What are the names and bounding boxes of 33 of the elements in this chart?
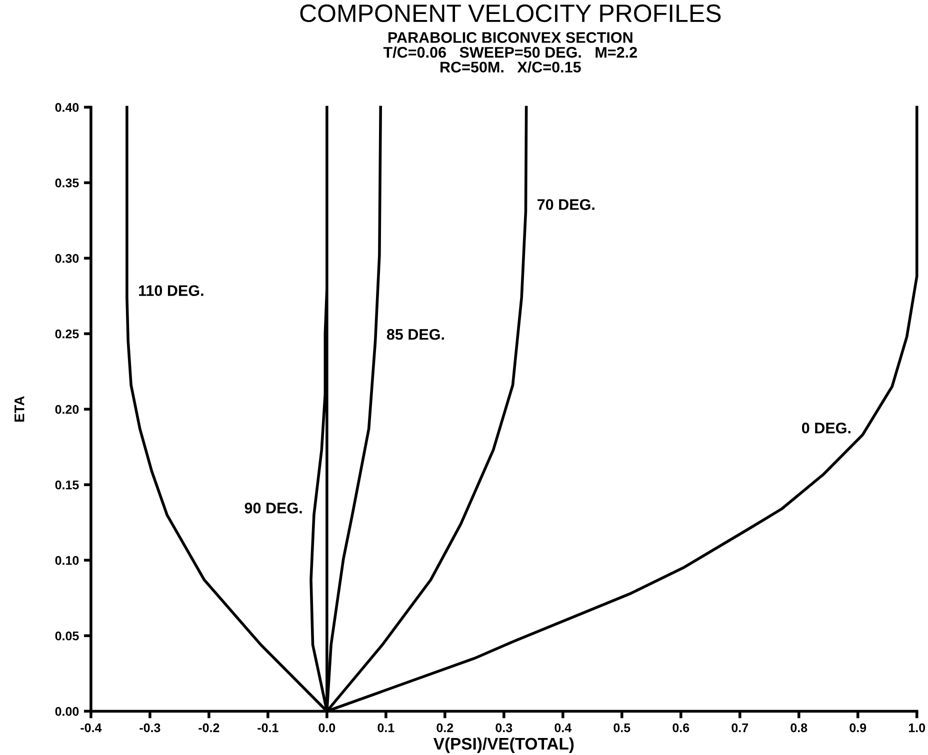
x-tick-label: -0.1 <box>258 723 278 732</box>
y-tick-label: 0.00 <box>55 707 79 716</box>
y-tick-label: 0.35 <box>55 178 79 188</box>
y-tick-label: 0.10 <box>55 556 79 565</box>
y-axis-title: ETA <box>14 396 24 422</box>
annotation: 90 DEG. <box>244 502 302 514</box>
annotation: 110 DEG. <box>139 285 204 296</box>
x-axis-title: V(PSI)/VE(TOTAL) <box>433 737 574 753</box>
x-tick-label: 0.4 <box>554 723 572 732</box>
x-tick-label: 0.3 <box>496 723 512 732</box>
x-tick-label: -0.2 <box>198 723 220 732</box>
annotation: 70 DEG. <box>538 199 594 210</box>
y-tick-label: 0.20 <box>55 405 79 414</box>
x-tick-label: 0.7 <box>732 723 748 732</box>
annotation: 85 DEG. <box>386 328 444 340</box>
x-tick-label: -0.4 <box>80 723 102 732</box>
annotation: 0 DEG. <box>802 422 850 434</box>
y-tick-label: 0.30 <box>55 254 79 263</box>
chart-title: COMPONENT VELOCITY PROFILES <box>300 4 721 22</box>
chart-subtitle: PARABOLIC BICONVEX SECTION T/C=0.06 SWEEP=50 DEG. M=2.2 RC=50M. X/C=0.15 <box>383 32 637 73</box>
x-tick-label: -0.3 <box>140 723 160 732</box>
y-tick-label: 0.15 <box>55 480 79 490</box>
x-tick-label: 1.0 <box>908 723 926 732</box>
y-tick-label: 0.05 <box>55 632 79 640</box>
y-tick-label: 0.40 <box>55 103 79 112</box>
x-tick-label: 0.6 <box>672 723 690 732</box>
x-tick-label: 0.9 <box>850 723 866 732</box>
x-tick-label: 0.2 <box>436 723 454 732</box>
y-tick-label: 0.25 <box>55 330 79 338</box>
x-tick-label: 0.8 <box>790 723 808 732</box>
x-tick-label: 0.1 <box>378 723 394 732</box>
x-tick-label: 0.5 <box>614 723 630 732</box>
x-tick-label: 0.0 <box>318 723 336 732</box>
